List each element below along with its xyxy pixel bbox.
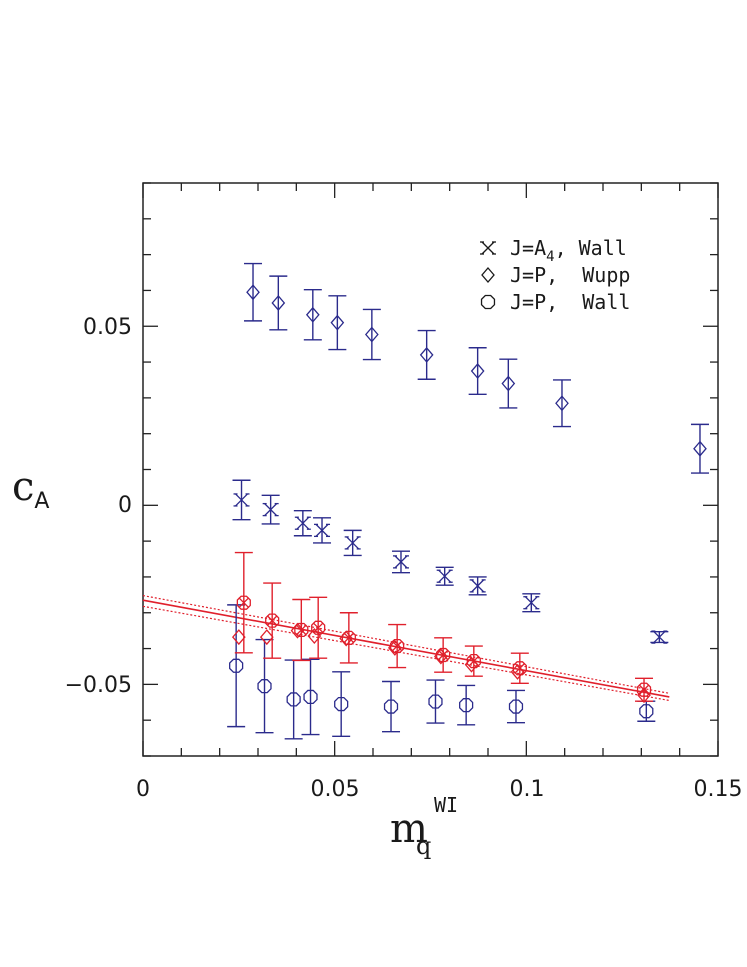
legend-item-p-wall: J=P, Wall <box>480 290 630 314</box>
legend: J=A4, Wall J=P, Wupp J=P, Wall <box>480 236 630 314</box>
data-point <box>468 576 487 596</box>
fit-band-lower <box>142 605 670 702</box>
fit-band-upper <box>142 594 670 694</box>
y-tick-label: 0.05 <box>83 315 132 340</box>
data-point <box>263 582 282 659</box>
data-point <box>457 684 476 726</box>
axis-ticks <box>142 182 719 757</box>
plot-frame <box>142 182 719 757</box>
x-tick-label: 0.15 <box>694 777 743 802</box>
data-point <box>339 612 358 664</box>
data-point <box>307 628 322 645</box>
legend-item-a4-wall: J=A4, Wall <box>480 236 627 265</box>
data-point <box>290 622 305 639</box>
y-tick-label: −0.05 <box>65 673 132 698</box>
data-point <box>339 630 354 647</box>
data-point <box>506 689 525 724</box>
data-point <box>332 671 351 738</box>
data-point <box>303 289 322 341</box>
data-series <box>227 262 709 740</box>
data-point <box>637 687 651 704</box>
x-tick-label: 0.1 <box>510 777 545 802</box>
x-axis-label: mWI q <box>390 793 458 860</box>
data-point <box>259 629 274 646</box>
data-point <box>435 566 454 586</box>
data-point <box>387 639 402 656</box>
data-point <box>637 700 656 722</box>
data-point <box>650 630 669 644</box>
data-point <box>313 517 332 544</box>
x-tick-labels: 0 0.05 0.1 0.15 <box>136 777 742 802</box>
legend-marker-cross <box>480 241 496 255</box>
legend-marker-diamond <box>481 267 495 283</box>
series-1 <box>244 262 709 474</box>
fit-line <box>142 599 670 698</box>
data-point <box>309 596 328 659</box>
data-point <box>293 509 312 537</box>
data-point <box>382 680 401 733</box>
y-axis-label: cA <box>12 464 49 514</box>
data-point <box>433 648 448 665</box>
fit-lines <box>142 594 670 702</box>
data-point <box>552 379 571 428</box>
data-point <box>417 329 436 380</box>
legend-marker-octagon <box>480 294 496 310</box>
data-point <box>510 663 525 680</box>
x-tick-label: 0 <box>136 777 150 802</box>
data-point <box>231 629 246 646</box>
data-point <box>391 550 410 574</box>
legend-label: J=P, Wall <box>510 290 630 314</box>
data-point <box>343 529 362 557</box>
data-point <box>426 679 445 724</box>
data-point <box>635 677 654 702</box>
data-point <box>269 275 288 331</box>
data-point <box>232 479 251 521</box>
series-2 <box>227 604 656 740</box>
data-point <box>328 295 347 351</box>
data-point <box>244 262 263 322</box>
data-point <box>499 358 518 409</box>
data-point <box>362 308 381 361</box>
data-point <box>434 637 453 673</box>
y-tick-labels: −0.05 0 0.05 <box>65 315 132 698</box>
data-point <box>292 598 311 662</box>
y-tick-label: 0 <box>118 493 132 518</box>
series-0 <box>232 479 669 644</box>
data-point <box>261 494 280 525</box>
data-point <box>522 593 541 613</box>
data-point <box>468 347 487 395</box>
legend-label: J=P, Wupp <box>510 263 630 287</box>
x-tick-label: 0.05 <box>311 777 360 802</box>
data-point <box>227 604 246 728</box>
legend-item-p-wupp: J=P, Wupp <box>481 263 630 287</box>
data-point <box>301 658 320 736</box>
data-point <box>690 423 709 474</box>
data-point <box>255 638 274 734</box>
series-4 <box>231 622 651 704</box>
data-point <box>464 656 479 673</box>
data-point <box>284 659 303 740</box>
legend-label: J=A4, Wall <box>510 236 627 265</box>
